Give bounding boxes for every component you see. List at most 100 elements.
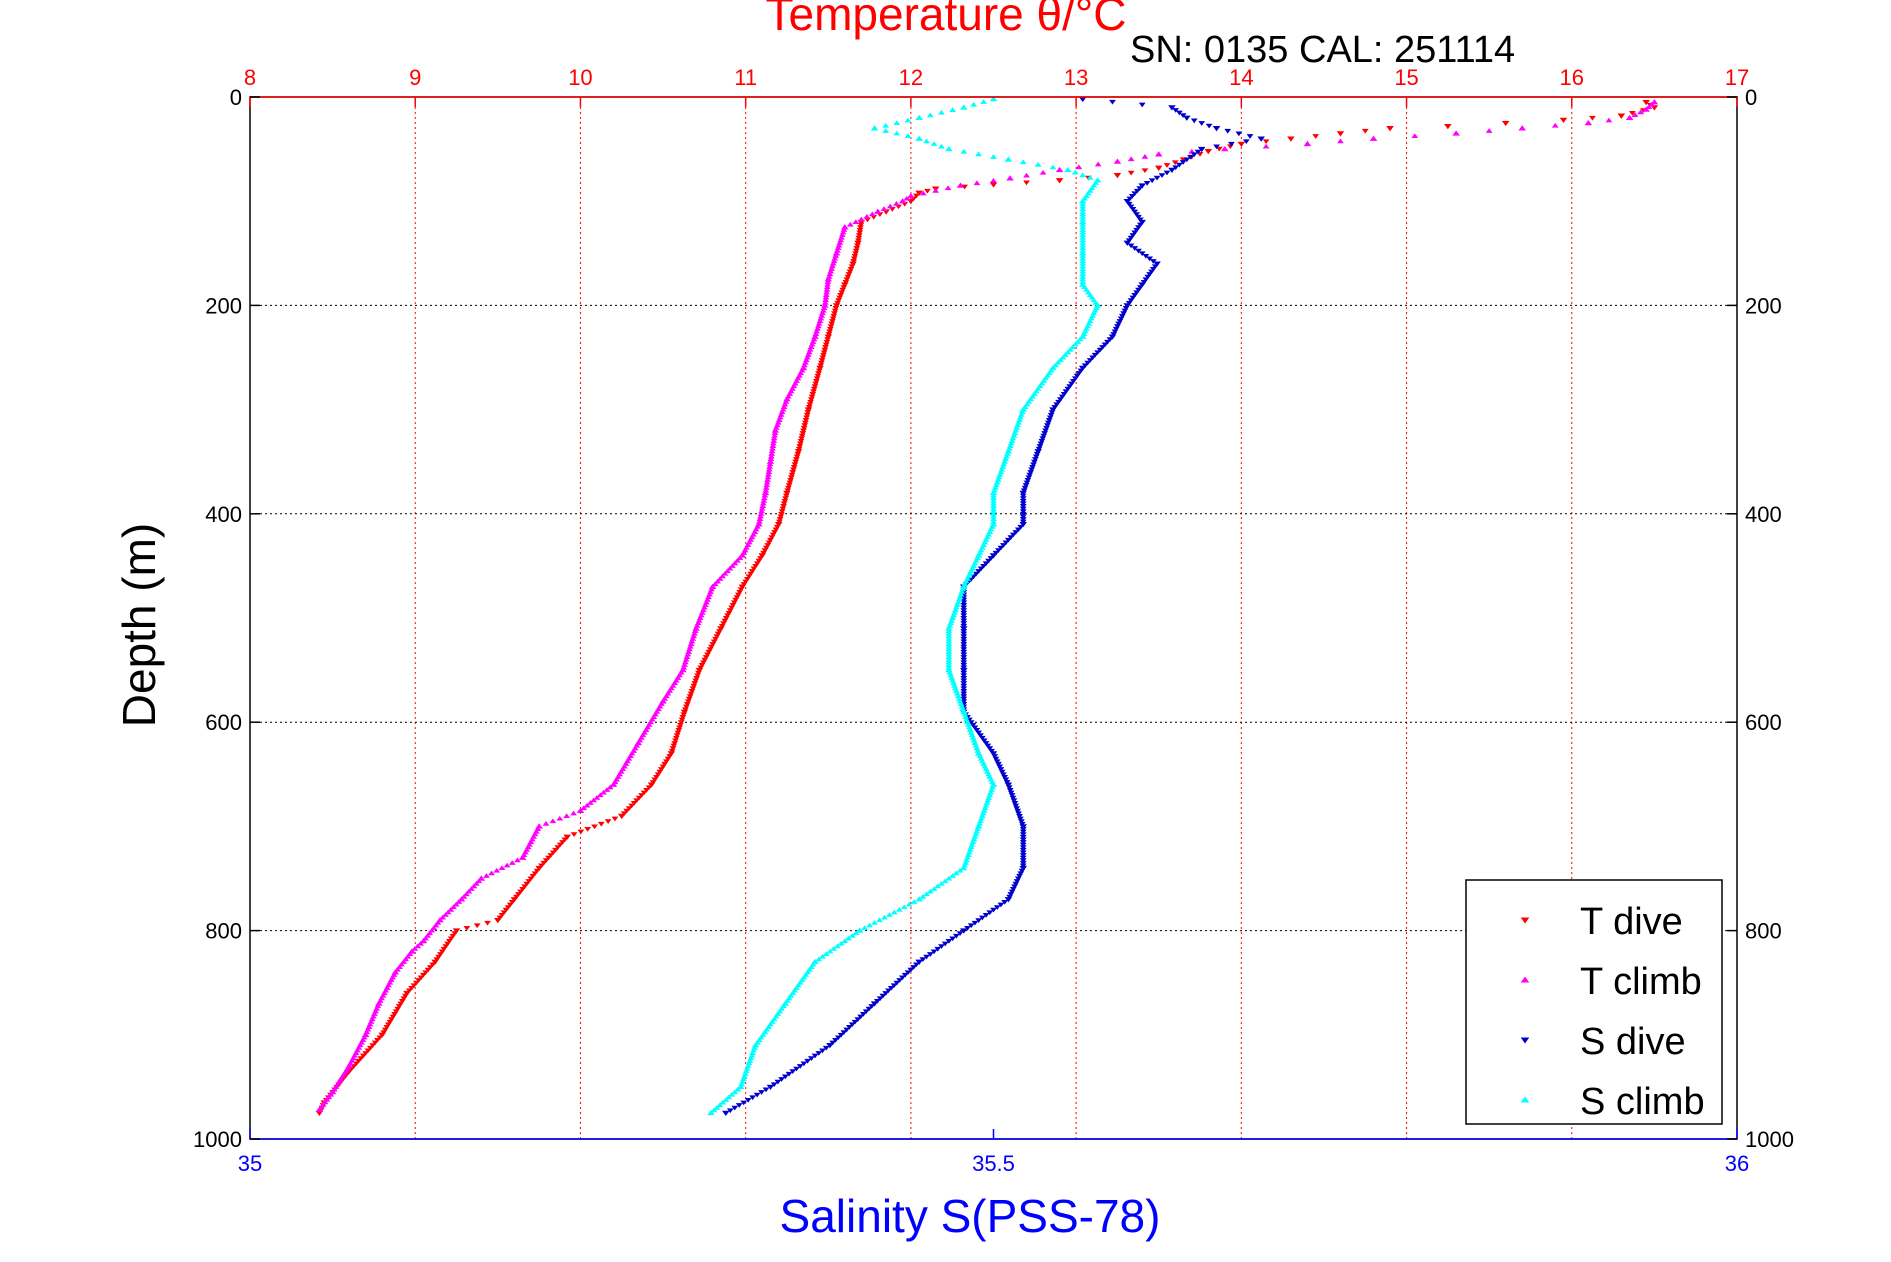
data-point bbox=[787, 477, 794, 483]
data-point bbox=[863, 214, 871, 219]
data-point bbox=[989, 182, 998, 188]
data-point bbox=[857, 216, 865, 222]
data-point bbox=[941, 878, 949, 884]
data-point bbox=[542, 821, 550, 826]
data-point bbox=[1637, 109, 1644, 115]
data-point bbox=[876, 996, 884, 1002]
data-point bbox=[845, 935, 852, 941]
data-point bbox=[852, 219, 860, 225]
data-point bbox=[818, 360, 825, 366]
data-point bbox=[832, 303, 841, 309]
data-point bbox=[803, 412, 811, 418]
data-point bbox=[843, 277, 851, 283]
data-point bbox=[788, 472, 796, 478]
data-point bbox=[800, 425, 808, 431]
data-point bbox=[666, 754, 674, 759]
data-point bbox=[1070, 378, 1077, 384]
data-point bbox=[1007, 790, 1015, 796]
data-point bbox=[725, 1094, 733, 1100]
data-point bbox=[833, 943, 841, 949]
data-point bbox=[855, 238, 862, 244]
data-point bbox=[846, 221, 854, 227]
data-point bbox=[422, 970, 430, 976]
data-point bbox=[1117, 316, 1125, 322]
data-point bbox=[960, 631, 968, 637]
data-point bbox=[873, 998, 881, 1004]
data-point bbox=[1023, 180, 1030, 186]
data-point bbox=[1121, 308, 1129, 314]
data-point bbox=[960, 639, 968, 645]
data-point bbox=[1004, 156, 1013, 162]
data-point bbox=[975, 730, 983, 736]
data-point bbox=[1019, 865, 1028, 872]
data-point bbox=[1242, 139, 1250, 145]
data-point bbox=[656, 769, 664, 775]
data-point bbox=[959, 104, 968, 110]
data-point bbox=[945, 146, 953, 152]
data-point bbox=[419, 937, 428, 944]
data-point bbox=[710, 1107, 718, 1113]
data-point bbox=[1138, 219, 1146, 226]
data-point bbox=[899, 975, 906, 981]
data-point bbox=[852, 248, 860, 254]
data-point bbox=[523, 881, 531, 887]
data-point bbox=[1002, 540, 1010, 546]
data-point bbox=[734, 557, 741, 563]
data-point bbox=[444, 909, 452, 915]
data-point bbox=[798, 436, 806, 442]
data-point bbox=[973, 180, 981, 186]
data-point bbox=[804, 1058, 812, 1064]
data-point bbox=[1183, 157, 1191, 163]
data-point bbox=[651, 777, 659, 783]
data-point bbox=[1023, 480, 1031, 486]
data-point bbox=[844, 274, 852, 280]
data-point bbox=[728, 1091, 736, 1097]
data-point bbox=[960, 688, 968, 694]
data-point bbox=[362, 1051, 370, 1056]
data-point bbox=[801, 420, 809, 426]
data-point bbox=[758, 553, 766, 559]
data-point bbox=[1172, 165, 1180, 171]
data-point bbox=[714, 578, 721, 584]
data-point bbox=[1024, 477, 1032, 483]
data-point bbox=[882, 128, 890, 133]
data-point bbox=[832, 306, 840, 311]
data-point bbox=[1175, 162, 1183, 168]
data-point bbox=[912, 962, 920, 968]
legend-marker bbox=[1520, 1096, 1530, 1103]
data-point bbox=[1040, 433, 1048, 439]
data-point bbox=[477, 875, 486, 881]
data-point bbox=[960, 623, 968, 629]
data-point bbox=[417, 975, 425, 981]
data-point bbox=[678, 717, 686, 723]
data-point bbox=[975, 918, 983, 923]
data-point bbox=[764, 543, 772, 548]
data-point bbox=[1194, 149, 1202, 155]
data-point bbox=[688, 688, 696, 694]
data-point bbox=[1452, 130, 1460, 136]
data-point bbox=[970, 101, 978, 107]
data-point bbox=[1131, 230, 1139, 236]
data-point bbox=[514, 857, 521, 863]
data-point bbox=[823, 339, 831, 345]
data-point bbox=[855, 235, 863, 241]
data-point bbox=[419, 972, 427, 978]
data-point bbox=[944, 185, 952, 191]
data-point bbox=[1069, 344, 1077, 350]
data-point bbox=[907, 192, 915, 199]
data-point bbox=[366, 1045, 374, 1051]
data-point bbox=[868, 1004, 876, 1009]
data-point bbox=[772, 527, 780, 533]
data-point bbox=[827, 324, 835, 330]
chart-subtitle: SN: 0135 CAL: 251114 bbox=[1130, 29, 1515, 71]
data-point bbox=[1125, 300, 1133, 306]
data-point bbox=[452, 901, 460, 907]
data-point bbox=[1141, 168, 1149, 174]
data-point bbox=[780, 501, 788, 507]
y-axis-label: Depth (m) bbox=[113, 523, 165, 727]
data-point bbox=[659, 764, 667, 770]
data-point bbox=[828, 321, 836, 327]
data-point bbox=[677, 720, 685, 725]
data-point bbox=[447, 906, 455, 912]
data-point bbox=[785, 485, 792, 491]
